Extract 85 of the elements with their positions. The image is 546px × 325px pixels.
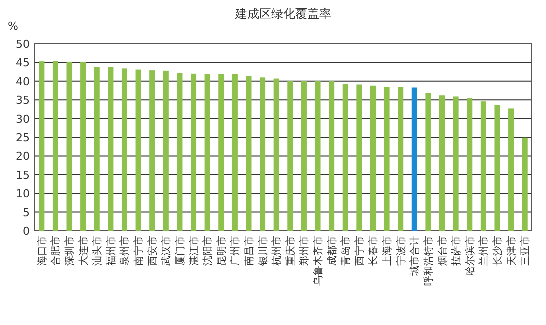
y-tick-label: 20: [16, 150, 30, 164]
x-tick-label: 上海市: [382, 236, 394, 266]
bar: [370, 86, 376, 231]
x-tick-label: 呼和浩特市: [422, 236, 435, 286]
bar: [150, 70, 156, 231]
y-tick-label: 45: [16, 56, 30, 70]
x-tick-label: 深圳市: [64, 236, 76, 266]
x-tick-label: 西安市: [146, 236, 159, 266]
bar: [232, 74, 238, 231]
bar: [108, 67, 114, 231]
x-tick-label: 郑州市: [298, 236, 311, 266]
bar: [384, 87, 390, 231]
bar: [204, 74, 210, 231]
x-tick-label: 三亚市: [520, 236, 532, 266]
x-tick-label: 重庆市: [284, 236, 297, 266]
x-tick-label: 烟台市: [436, 236, 449, 266]
x-tick-label: 城市合计: [409, 236, 422, 277]
x-tick-label: 乌鲁木齐市: [312, 236, 325, 286]
x-tick-label: 大连市: [78, 236, 90, 266]
bar: [177, 73, 183, 231]
bar: [453, 96, 459, 231]
bar: [52, 61, 58, 231]
x-tick-label: 昆明市: [216, 236, 228, 266]
x-tick-label: 海口市: [36, 236, 48, 266]
x-tick-label: 南昌市: [243, 236, 256, 266]
x-tick-label: 武汉市: [160, 236, 173, 266]
bar: [66, 62, 72, 231]
bar: [260, 78, 266, 231]
x-tick-label: 厦门市: [174, 236, 186, 266]
bar: [246, 76, 252, 231]
bar: [80, 62, 86, 231]
x-tick-label: 长沙市: [492, 236, 504, 266]
x-tick-label: 南宁市: [133, 236, 146, 266]
bar: [398, 87, 404, 231]
bar: [329, 81, 335, 231]
y-tick-label: 5: [23, 206, 30, 220]
bar: [136, 70, 142, 231]
bar: [467, 98, 473, 231]
y-tick-label: 0: [23, 225, 30, 238]
y-tick-label: 50: [16, 38, 30, 51]
bar: [508, 108, 514, 231]
y-axis-title: %: [8, 20, 18, 33]
bar: [191, 74, 197, 231]
x-tick-label: 西宁市: [354, 236, 366, 266]
bar: [440, 96, 446, 231]
x-tick-label: 广州市: [230, 236, 242, 266]
bar: [356, 84, 362, 231]
x-tick-label: 宁波市: [395, 236, 408, 266]
bar: [163, 70, 169, 231]
y-tick-label: 10: [16, 188, 30, 201]
y-tick-label: 40: [16, 75, 30, 88]
bar: [218, 74, 224, 231]
y-tick-label: 25: [16, 132, 30, 144]
y-tick-label: 35: [16, 94, 30, 108]
x-tick-label: 湛江市: [188, 236, 200, 266]
x-tick-label: 成都市: [326, 236, 338, 266]
bar: [301, 81, 307, 231]
bar: [412, 88, 418, 231]
x-tick-label: 福州市: [105, 236, 118, 266]
bar: [426, 92, 432, 231]
bar: [522, 138, 528, 231]
bar: [342, 84, 348, 231]
y-tick-label: 30: [16, 112, 30, 126]
y-tick-label: 15: [16, 168, 30, 182]
x-tick-label: 汕头市: [92, 236, 104, 266]
bar: [39, 62, 45, 231]
x-tick-label: 拉萨市: [450, 236, 463, 266]
bar: [122, 68, 128, 231]
x-tick-label: 银川市: [257, 236, 270, 267]
bar: [480, 102, 486, 231]
x-tick-label: 天津市: [506, 236, 518, 266]
bar: [288, 81, 294, 231]
bar: [94, 67, 100, 231]
bar: [315, 81, 321, 231]
x-tick-label: 泉州市: [119, 236, 132, 266]
x-tick-label: 兰州市: [478, 236, 490, 266]
chart-title: 建成区绿化覆盖率: [234, 7, 332, 21]
x-tick-label: 长春市: [368, 236, 380, 266]
x-tick-label: 合肥市: [50, 236, 62, 266]
x-tick-label: 沈阳市: [202, 236, 214, 266]
bar: [274, 78, 280, 231]
x-tick-label: 青岛市: [340, 236, 352, 266]
x-tick-label: 哈尔滨市: [464, 236, 476, 276]
x-tick-label: 杭州市: [271, 236, 284, 267]
bar: [494, 105, 500, 231]
